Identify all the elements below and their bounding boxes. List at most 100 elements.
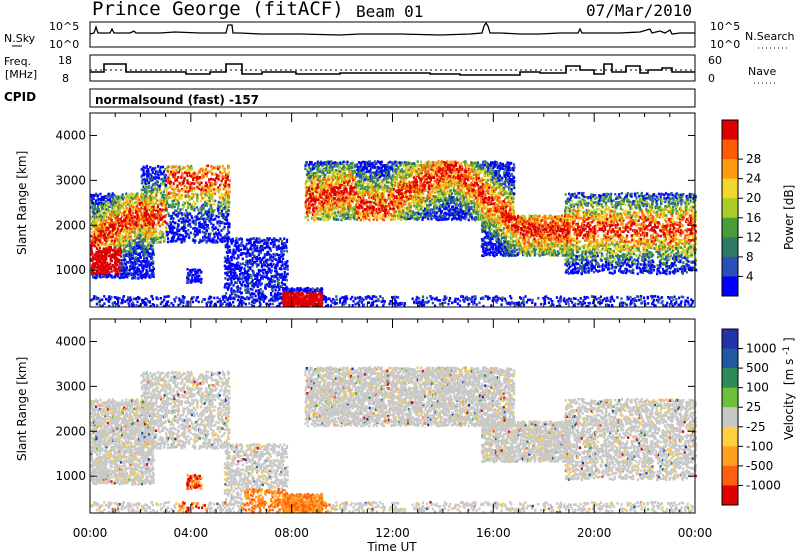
- power-cell: [146, 271, 148, 274]
- power-cell: [281, 240, 283, 243]
- power-cell: [267, 271, 269, 274]
- power-cell: [151, 232, 153, 235]
- power-cell: [281, 260, 283, 263]
- power-cell: [315, 292, 317, 295]
- power-cell: [242, 258, 244, 261]
- power-cell: [192, 173, 194, 176]
- power-cell: [163, 188, 165, 191]
- power-cell: [349, 179, 351, 182]
- power-cell: [270, 262, 272, 265]
- power-cell: [391, 195, 393, 198]
- power-cell: [167, 237, 169, 240]
- power-cell: [278, 240, 280, 243]
- power-cell: [148, 218, 150, 221]
- power-cell: [144, 257, 146, 260]
- power-cell: [212, 191, 214, 194]
- power-cell: [207, 218, 209, 221]
- power-cell: [196, 206, 198, 209]
- power-cell: [176, 171, 178, 174]
- power-cell: [180, 218, 182, 221]
- power-cell: [152, 270, 154, 273]
- power-cell: [396, 178, 398, 181]
- power-cell: [207, 169, 209, 172]
- power-cell: [222, 165, 224, 168]
- power-cell: [173, 182, 175, 185]
- power-cell: [342, 196, 344, 199]
- power-cell: [182, 181, 184, 184]
- power-cell: [351, 162, 353, 165]
- power-cell: [215, 226, 217, 229]
- power-cell: [322, 215, 324, 218]
- power-cell: [150, 207, 152, 210]
- power-cell: [314, 289, 316, 292]
- power-cell: [199, 221, 201, 224]
- power-cell: [144, 191, 146, 194]
- power-cell: [131, 230, 133, 233]
- power-cell: [126, 207, 128, 210]
- power-cell: [147, 274, 149, 277]
- power-cell: [109, 200, 111, 203]
- power-cell: [274, 289, 276, 292]
- power-cell: [369, 163, 371, 166]
- power-cell: [199, 231, 201, 234]
- power-cell: [146, 240, 148, 243]
- power-cell: [367, 201, 369, 204]
- power-cell: [343, 161, 345, 164]
- power-cell: [105, 258, 107, 261]
- power-cell: [229, 249, 231, 252]
- power-cell: [282, 258, 284, 261]
- power-cell: [153, 240, 155, 243]
- power-cell: [356, 163, 358, 166]
- power-cell: [96, 263, 98, 266]
- power-cell: [271, 269, 273, 272]
- power-cell: [196, 194, 198, 197]
- power-cell: [324, 174, 326, 177]
- power-cell: [167, 168, 169, 171]
- power-cell: [228, 201, 230, 204]
- power-cell: [358, 199, 360, 202]
- power-cell: [242, 252, 244, 255]
- power-cell: [167, 182, 169, 185]
- power-cell: [220, 204, 222, 207]
- power-cell: [152, 171, 154, 174]
- power-cell: [112, 196, 114, 199]
- power-cell: [175, 210, 177, 213]
- power-cell: [308, 209, 310, 212]
- power-cell: [272, 279, 274, 282]
- power-cell: [232, 284, 234, 287]
- power-cell: [261, 282, 263, 285]
- power-cell: [101, 219, 103, 222]
- power-cell: [221, 172, 223, 175]
- power-cell: [185, 194, 187, 197]
- beam-label: Beam 01: [356, 2, 423, 21]
- power-cell: [328, 206, 330, 209]
- power-cell: [141, 192, 143, 195]
- power-cell: [95, 232, 97, 235]
- power-cell: [182, 234, 184, 237]
- power-cell: [354, 164, 356, 167]
- power-cell: [159, 230, 161, 233]
- power-cell: [184, 226, 186, 229]
- power-cell: [312, 287, 314, 290]
- power-cell: [306, 161, 308, 164]
- nsky-trace: [90, 23, 695, 35]
- power-cell: [160, 214, 162, 217]
- power-cell: [274, 243, 276, 246]
- power-cell: [102, 208, 104, 211]
- power-cell: [93, 197, 95, 200]
- power-cell: [249, 266, 251, 269]
- power-cell: [249, 274, 251, 277]
- power-cell: [137, 196, 139, 199]
- power-cell: [277, 273, 279, 276]
- power-cell: [237, 285, 239, 288]
- power-panel: Slant Range [km] 1000200030004000: [15, 113, 697, 308]
- power-cell: [389, 207, 391, 210]
- power-cell: [162, 166, 164, 169]
- power-cell: [155, 227, 157, 230]
- power-cell: [109, 263, 111, 266]
- power-cell: [340, 219, 342, 222]
- power-cell: [307, 219, 309, 222]
- power-cell: [368, 219, 370, 222]
- power-cell: [110, 246, 112, 249]
- power-cell: [386, 190, 388, 193]
